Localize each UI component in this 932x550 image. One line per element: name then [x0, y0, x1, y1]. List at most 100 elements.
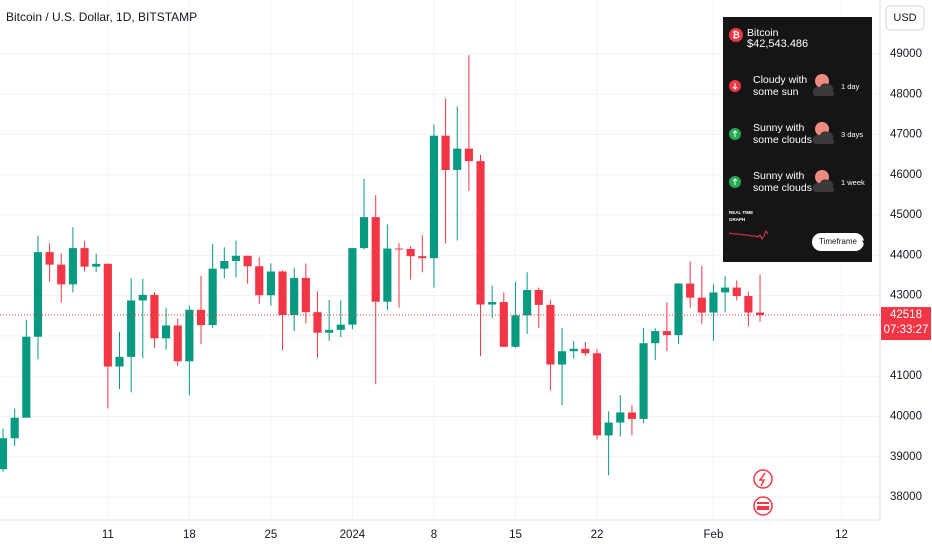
candle-body — [464, 148, 473, 162]
candle-body — [92, 263, 101, 267]
y-tick-label: 44000 — [890, 249, 922, 261]
currency-button[interactable] — [885, 5, 925, 31]
trend-arrow — [732, 83, 738, 90]
candle-body — [115, 356, 124, 367]
candle-body — [581, 348, 590, 354]
coin-price: $42,543.486 — [747, 38, 809, 50]
candle-body — [162, 325, 171, 339]
forecast-period: 1 week — [841, 178, 865, 187]
cloud — [812, 179, 835, 192]
candle-body — [313, 312, 322, 333]
countdown-label: 07:33:27 — [884, 324, 929, 336]
candle-body — [616, 412, 625, 423]
candle-body — [150, 294, 159, 339]
trend-icon — [729, 176, 741, 188]
cloud — [812, 131, 835, 144]
y-tick-label: 48000 — [890, 88, 922, 100]
sparkline — [729, 229, 769, 240]
coin-name: Bitcoin — [747, 27, 779, 39]
candle-body — [173, 325, 182, 362]
y-tick-label: 38000 — [890, 491, 922, 503]
candle-body — [10, 417, 19, 439]
candle-body — [709, 292, 718, 313]
candle-body — [138, 294, 147, 301]
graph-label: REAL TIME GRAPH — [729, 210, 754, 222]
candle-body — [301, 277, 310, 313]
candle-body — [185, 309, 194, 362]
x-tick-label: 25 — [264, 529, 277, 541]
candle-body — [732, 287, 741, 297]
candle-body — [290, 277, 299, 315]
flag-icon[interactable] — [753, 496, 773, 516]
candle-body — [697, 297, 706, 313]
candle-body — [243, 255, 252, 267]
candle-body — [0, 438, 8, 470]
candle-body — [57, 264, 66, 285]
forecast-label: Sunny with some clouds — [753, 122, 812, 146]
x-tick-label: Feb — [704, 529, 724, 541]
candle-body — [686, 283, 695, 298]
coin-icon: ₿ — [729, 28, 743, 42]
weather-icon — [812, 122, 835, 144]
candle-body — [557, 351, 567, 365]
candle-body — [406, 248, 415, 257]
x-tick-label: 12 — [835, 529, 848, 541]
candle-body — [371, 217, 380, 302]
x-tick-label: 2024 — [340, 529, 366, 541]
x-tick-label: 8 — [431, 529, 437, 541]
y-tick-label: 41000 — [890, 370, 922, 382]
candle-body — [627, 412, 637, 419]
candle-body — [441, 135, 450, 170]
candle-body — [429, 135, 439, 259]
timeframe-button[interactable]: Timeframe ▼ — [812, 233, 867, 251]
candle-body — [103, 263, 112, 367]
cloud — [812, 83, 835, 96]
candle-body — [220, 261, 229, 269]
chart-title: Bitcoin / U.S. Dollar, 1D, BITSTAMP — [6, 10, 197, 24]
candle-body — [22, 336, 31, 418]
candle-body — [336, 324, 345, 330]
x-tick-label: 11 — [102, 529, 114, 541]
candle-body — [662, 331, 671, 336]
forecast-period: 1 day — [841, 82, 860, 91]
svg-text:₿: ₿ — [732, 30, 739, 40]
dropdown-caret: ▼ — [860, 240, 867, 246]
weather-icon — [812, 170, 835, 192]
candle-body — [348, 248, 357, 325]
weather-widget: ₿ Bitcoin $42,543.486 Cloudy with some s… — [723, 17, 872, 262]
candle-body — [592, 353, 602, 436]
y-tick-label: 49000 — [890, 48, 922, 60]
candle-body — [721, 287, 730, 293]
candle-body — [325, 329, 334, 333]
candle-body — [196, 309, 206, 326]
trend-icon — [729, 128, 741, 140]
trend-arrow — [732, 178, 738, 185]
candle-body — [523, 290, 532, 316]
candle-body — [33, 252, 43, 337]
candle-body — [755, 312, 765, 316]
y-tick-label: 45000 — [890, 209, 922, 221]
candle-body — [266, 271, 275, 296]
y-tick-label: 47000 — [890, 129, 922, 141]
y-tick-label: 46000 — [890, 169, 922, 181]
timeframe-label: Timeframe — [819, 237, 857, 246]
candle-body — [476, 161, 485, 305]
candle-body — [534, 290, 543, 305]
x-tick-label: 22 — [591, 529, 604, 541]
candle-body — [127, 300, 136, 357]
trend-arrow — [732, 130, 738, 137]
candle-body — [499, 302, 508, 347]
candle-body — [569, 348, 578, 352]
alert-icon[interactable] — [753, 469, 773, 489]
candle-body — [674, 283, 683, 336]
candle-body — [208, 268, 217, 326]
candle-body — [651, 331, 660, 344]
weather-icon — [812, 74, 835, 96]
candle-body — [511, 315, 520, 347]
y-tick-label: 43000 — [890, 290, 922, 302]
candle-body — [359, 217, 369, 249]
y-tick-label: 39000 — [890, 451, 922, 463]
forecast-label: Cloudy with some sun — [753, 74, 808, 98]
candle-body — [488, 302, 497, 305]
